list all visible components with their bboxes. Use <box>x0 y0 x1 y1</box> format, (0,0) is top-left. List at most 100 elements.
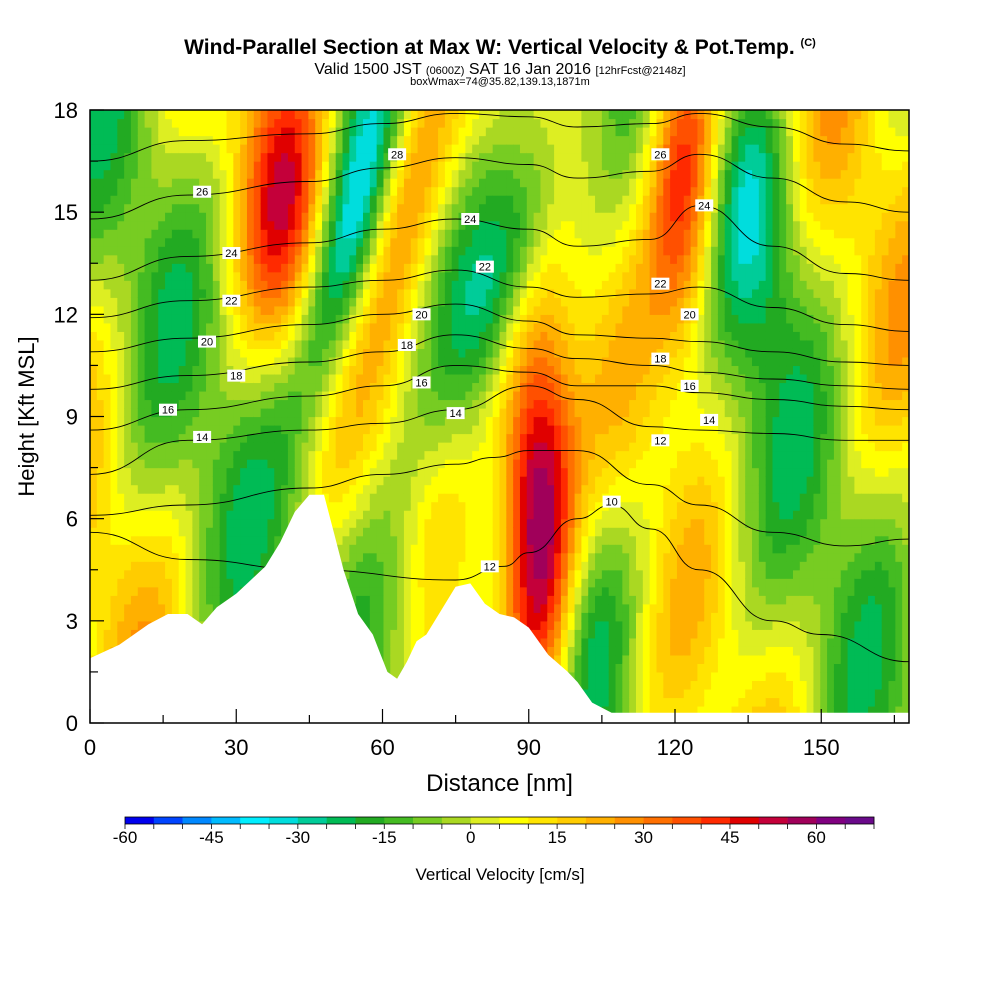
contour-label-bg <box>475 260 494 273</box>
y-tick-label: 9 <box>66 405 78 430</box>
x-tick-label: 30 <box>224 735 248 760</box>
contour-label-bg <box>480 560 499 573</box>
colorbar-tick-label: 60 <box>807 828 826 847</box>
colorbar-tick-label: 0 <box>466 828 475 847</box>
theta-contour-line <box>90 334 909 390</box>
contour-label-bg <box>159 403 177 416</box>
colorbar-swatch <box>845 817 875 824</box>
contour-label: 14 <box>703 415 715 427</box>
colorbar-swatch <box>182 817 212 824</box>
contour-label-bg <box>397 338 416 351</box>
contour-label-bg <box>222 247 241 260</box>
contour-label: 16 <box>684 381 696 393</box>
contour-label: 26 <box>196 187 208 199</box>
contour-label-bg <box>412 308 431 321</box>
theta-contour-line <box>90 385 909 475</box>
x-tick-label: 0 <box>84 735 96 760</box>
colorbar-swatch <box>499 817 529 824</box>
title-main: Wind-Parallel Section at Max W: Vertical… <box>184 36 795 59</box>
colorbar-swatch <box>701 817 731 824</box>
contour-label: 16 <box>415 377 427 389</box>
contour-label-bg <box>680 379 699 392</box>
colorbar-swatch <box>787 817 817 824</box>
forecast-info: [12hrFcst@2148z] <box>595 65 686 77</box>
colorbar-swatch <box>643 817 673 824</box>
colorbar-swatch <box>297 817 327 824</box>
contour-label-bg <box>651 148 670 161</box>
copyright-mark: (C) <box>800 37 816 49</box>
contour-label-bg <box>193 430 212 443</box>
chart-title: Wind-Parallel Section at Max W: Vertical… <box>0 36 1000 60</box>
y-tick-label: 6 <box>66 507 78 532</box>
colorbar-swatch <box>240 817 270 824</box>
valid-date: SAT 16 Jan 2016 <box>468 61 592 78</box>
contour-label-bg <box>412 376 431 389</box>
contour-label: 24 <box>698 200 710 212</box>
colorbar-swatch <box>758 817 788 824</box>
contour-label: 16 <box>162 405 174 417</box>
colorbar-swatch <box>384 817 414 824</box>
colorbar-tick-label: -15 <box>372 828 397 847</box>
colorbar-tick-label: 15 <box>548 828 567 847</box>
contour-label: 10 <box>606 497 618 509</box>
colorbar-tick-label: -45 <box>199 828 224 847</box>
terrain <box>90 494 909 724</box>
colorbar-swatch <box>441 817 471 824</box>
colorbar-swatch <box>326 817 356 824</box>
contour-label: 22 <box>479 262 491 274</box>
x-axis-label: Distance [nm] <box>426 770 573 797</box>
contour-label-bg <box>680 308 699 321</box>
x-tick-label: 60 <box>370 735 394 760</box>
contour-label: 22 <box>654 279 666 291</box>
contour-label-bg <box>695 199 714 212</box>
colorbar-tick-label: 30 <box>634 828 653 847</box>
y-axis-label: Height [Kft MSL] <box>14 336 39 496</box>
colorbar-swatch <box>729 817 760 824</box>
x-axis: 0 30 60 90 120 150 Distance [nm] <box>84 709 895 797</box>
colorbar-swatch <box>585 817 616 824</box>
colorbar-swatch <box>816 817 846 824</box>
contour-label: 24 <box>225 248 237 260</box>
colorbar-swatch <box>355 817 385 824</box>
contour-label-bg <box>193 185 212 198</box>
colorbar-tick-label: 45 <box>721 828 740 847</box>
y-tick-label: 18 <box>54 98 78 123</box>
colorbar-swatch <box>211 817 241 824</box>
x-tick-label: 120 <box>657 735 694 760</box>
contour-label-bg <box>222 294 241 307</box>
x-tick-label: 150 <box>803 735 840 760</box>
y-tick-label: 15 <box>54 200 78 225</box>
contour-label: 20 <box>415 309 427 321</box>
theta-contour-line <box>90 112 909 162</box>
theta-contour-line <box>90 364 909 431</box>
contour-label-bg <box>651 352 670 365</box>
contour-label: 12 <box>654 435 666 447</box>
contour-label: 18 <box>401 340 413 352</box>
y-axis: 0 3 6 9 12 15 18 Height [Kft MSL] <box>14 98 104 736</box>
contour-label: 18 <box>230 371 242 383</box>
contour-label: 26 <box>654 149 666 161</box>
theta-contour-line <box>90 269 909 332</box>
y-tick-label: 3 <box>66 609 78 634</box>
contour-label-bg <box>198 335 216 348</box>
theta-contour-line <box>90 303 909 366</box>
colorbar-swatch <box>614 817 644 824</box>
theta-contour-line <box>90 153 909 220</box>
colorbar-swatch <box>153 817 183 824</box>
contour-label: 24 <box>464 214 476 226</box>
contour-label-bg <box>651 277 670 290</box>
contour-label: 22 <box>225 296 237 308</box>
contour-label-bg <box>446 407 465 420</box>
contour-label-bg <box>700 413 719 426</box>
contour-label-bg <box>227 369 246 382</box>
colorbar-swatch <box>125 817 155 824</box>
contour-label-bg <box>651 434 670 447</box>
theta-contour-line <box>90 204 909 281</box>
contour-label: 20 <box>684 309 696 321</box>
contour-label: 14 <box>450 408 462 420</box>
y-tick-label: 0 <box>66 711 78 736</box>
colorbar-swatch <box>470 817 500 824</box>
colorbar-swatch <box>557 817 587 824</box>
contour-label: 14 <box>196 432 208 444</box>
